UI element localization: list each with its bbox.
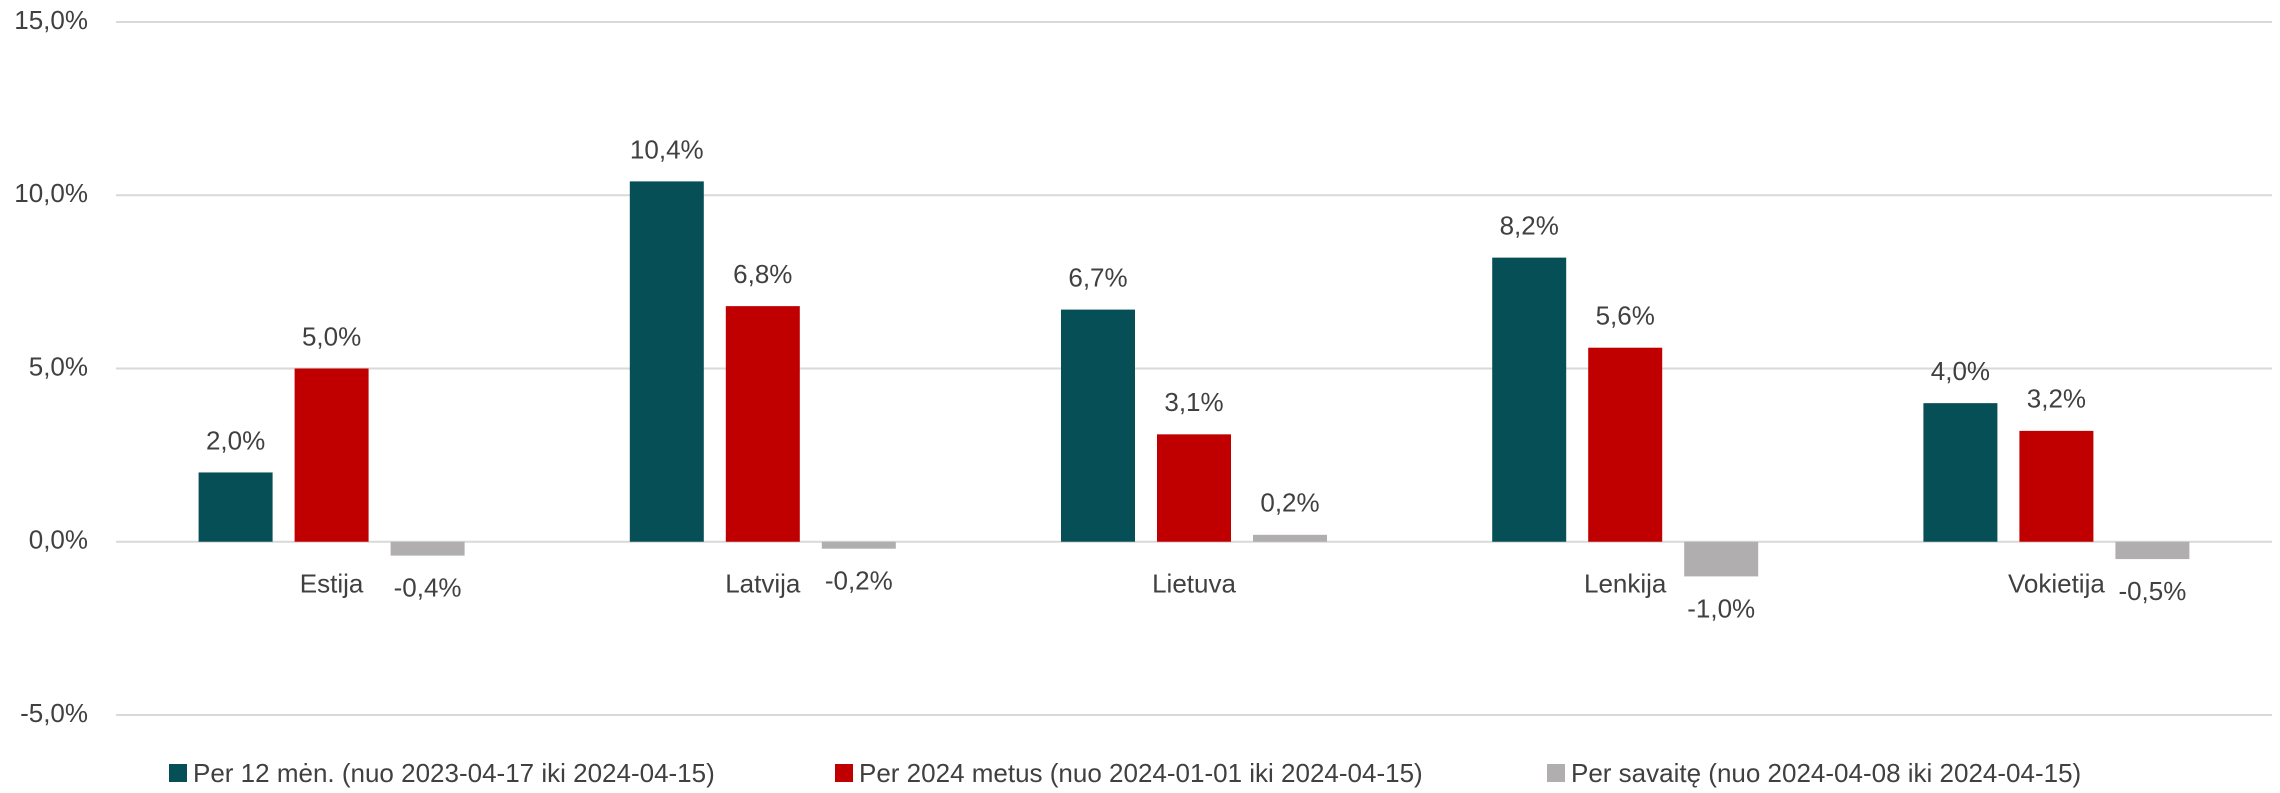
bar bbox=[1588, 347, 1663, 542]
bar bbox=[1492, 257, 1567, 542]
value-label: 3,1% bbox=[1164, 387, 1223, 417]
y-tick-label: 10,0% bbox=[14, 178, 88, 208]
legend-swatch bbox=[1547, 764, 1565, 782]
value-label: 0,2% bbox=[1260, 488, 1319, 518]
legend-swatch bbox=[835, 764, 853, 782]
value-label: -0,2% bbox=[825, 566, 893, 596]
value-label: -0,5% bbox=[2118, 576, 2186, 606]
bar bbox=[629, 181, 704, 542]
bar bbox=[1684, 541, 1759, 577]
bar bbox=[198, 472, 273, 542]
bar bbox=[821, 541, 896, 549]
x-tick-label: Estija bbox=[300, 569, 364, 599]
bar bbox=[2019, 430, 2094, 542]
legend-label: Per savaitę (nuo 2024-04-08 iki 2024-04-… bbox=[1571, 758, 2081, 788]
legend-label: Per 2024 metus (nuo 2024-01-01 iki 2024-… bbox=[859, 758, 1423, 788]
bar bbox=[1923, 403, 1998, 542]
bar bbox=[1253, 534, 1327, 542]
bar bbox=[2115, 541, 2190, 560]
x-tick-label: Vokietija bbox=[2008, 569, 2105, 599]
value-label: 3,2% bbox=[2027, 384, 2086, 414]
value-label: 6,7% bbox=[1068, 262, 1127, 292]
y-tick-label: -5,0% bbox=[20, 698, 88, 728]
value-label: 5,6% bbox=[1596, 301, 1655, 331]
legend-label: Per 12 mėn. (nuo 2023-04-17 iki 2024-04-… bbox=[193, 758, 715, 788]
bar bbox=[1157, 434, 1231, 542]
value-label: 6,8% bbox=[733, 259, 792, 289]
legend-swatch bbox=[169, 764, 187, 782]
value-label: 4,0% bbox=[1931, 356, 1990, 386]
value-label: -1,0% bbox=[1687, 593, 1755, 623]
value-label: -0,4% bbox=[394, 572, 462, 602]
bar bbox=[294, 368, 369, 542]
x-tick-label: Lenkija bbox=[1584, 569, 1667, 599]
bar bbox=[725, 306, 800, 542]
value-label: 10,4% bbox=[630, 134, 704, 164]
y-tick-label: 5,0% bbox=[29, 351, 88, 381]
value-label: 5,0% bbox=[302, 321, 361, 351]
bar bbox=[1061, 309, 1135, 542]
value-label: 2,0% bbox=[206, 425, 265, 455]
x-tick-label: Latvija bbox=[725, 569, 801, 599]
y-tick-label: 0,0% bbox=[29, 525, 88, 555]
value-label: 8,2% bbox=[1500, 210, 1559, 240]
y-tick-label: 15,0% bbox=[14, 5, 88, 35]
bar bbox=[390, 541, 465, 556]
x-tick-label: Lietuva bbox=[1152, 569, 1236, 599]
